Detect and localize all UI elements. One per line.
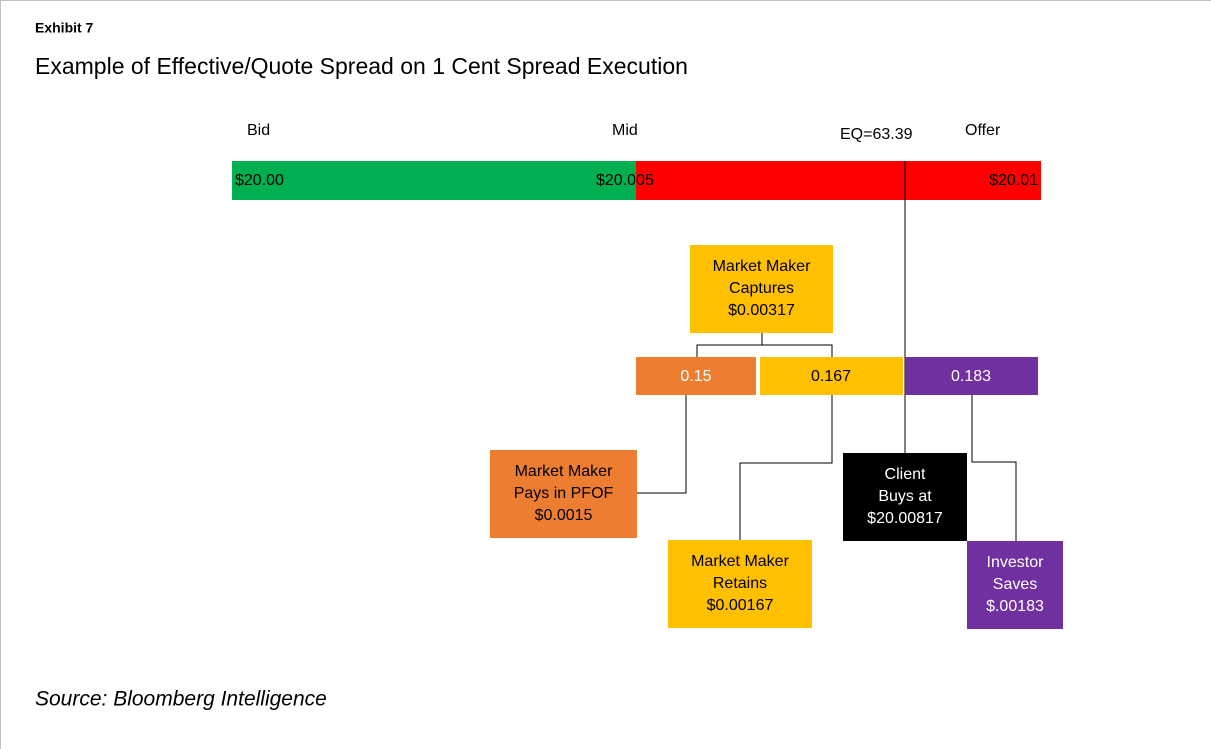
box-text: Buys at <box>878 488 932 505</box>
box-text: Market Maker <box>691 553 789 570</box>
bid-bar <box>232 161 636 200</box>
offer-bar <box>636 161 1041 200</box>
connector <box>971 395 1017 541</box>
mid-price: $20.005 <box>596 172 654 189</box>
box-text: $0.0015 <box>535 507 593 524</box>
box <box>490 450 637 538</box>
box-text: Market Maker <box>515 463 613 480</box>
box-text: $.00183 <box>986 598 1044 615</box>
bid-price: $20.00 <box>235 172 284 189</box>
box-text: Investor <box>987 554 1045 571</box>
retain-value: 0.167 <box>811 368 851 385</box>
exhibit-label: Exhibit 7 <box>35 20 94 36</box>
box <box>668 540 812 628</box>
box-text: Market Maker <box>713 258 811 275</box>
retain-share <box>760 357 903 395</box>
pfof-value: 0.15 <box>680 368 711 385</box>
connector <box>696 333 763 357</box>
connector <box>739 395 833 540</box>
bid-label: Bid <box>247 122 270 139</box>
box-text: Captures <box>729 280 794 297</box>
connector <box>762 344 833 357</box>
box-text: $0.00317 <box>728 302 795 319</box>
box <box>843 453 967 541</box>
box <box>690 245 833 333</box>
box-text: Client <box>885 466 926 483</box>
offer-price: $20.01 <box>989 172 1038 189</box>
mid-label: Mid <box>612 122 638 139</box>
saves-share <box>905 357 1038 395</box>
box-text: $20.00817 <box>867 510 943 527</box>
saves-value: 0.183 <box>951 368 991 385</box>
box-text: $0.00167 <box>707 597 774 614</box>
box-text: Retains <box>713 575 767 592</box>
eq-label: EQ=63.39 <box>840 126 913 143</box>
source: Source: Bloomberg Intelligence <box>35 688 327 711</box>
pfof-share <box>636 357 756 395</box>
box-text: Pays in PFOF <box>514 485 614 502</box>
title: Example of Effective/Quote Spread on 1 C… <box>35 53 688 79</box>
box-text: Saves <box>993 576 1037 593</box>
offer-label: Offer <box>965 122 1001 139</box>
box <box>967 541 1063 629</box>
connector <box>616 395 687 494</box>
